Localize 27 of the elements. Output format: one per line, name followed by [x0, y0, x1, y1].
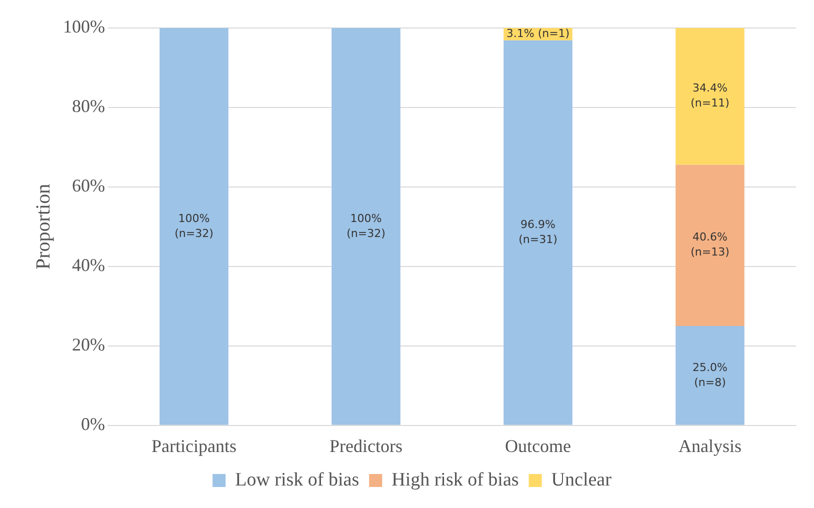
- x-tick-label: Outcome: [505, 436, 571, 456]
- legend-label: High risk of bias: [392, 469, 519, 490]
- legend-label: Low risk of bias: [235, 469, 360, 490]
- y-tick-label: 80%: [72, 96, 105, 116]
- legend-label: Unclear: [551, 469, 612, 490]
- x-tick-label: Predictors: [330, 436, 402, 456]
- data-label: 40.6% (n=13): [690, 230, 730, 259]
- bar: [504, 40, 572, 425]
- bar: [676, 164, 744, 326]
- bar: [332, 28, 400, 425]
- y-axis-title: Proportion: [32, 184, 54, 270]
- bar: [676, 28, 744, 165]
- y-tick-label: 40%: [72, 255, 105, 276]
- data-label: 100% (n=32): [174, 212, 214, 240]
- data-label: 96.9% (n=31): [518, 218, 558, 246]
- bar: [676, 326, 744, 425]
- bar: [160, 28, 228, 425]
- x-tick-label: Analysis: [678, 436, 742, 456]
- y-tick-label: 0%: [80, 414, 105, 434]
- data-label: 34.4% (n=11): [690, 82, 730, 110]
- data-label: 100% (n=32): [346, 212, 386, 240]
- y-tick-label: 20%: [72, 334, 105, 355]
- data-label: 25.0% (n=8): [692, 360, 728, 389]
- data-label: 3.1% (n=1): [506, 27, 570, 40]
- y-tick-label: 100%: [62, 16, 105, 37]
- y-tick-label: 60%: [72, 176, 105, 196]
- x-tick-label: Participants: [152, 436, 236, 456]
